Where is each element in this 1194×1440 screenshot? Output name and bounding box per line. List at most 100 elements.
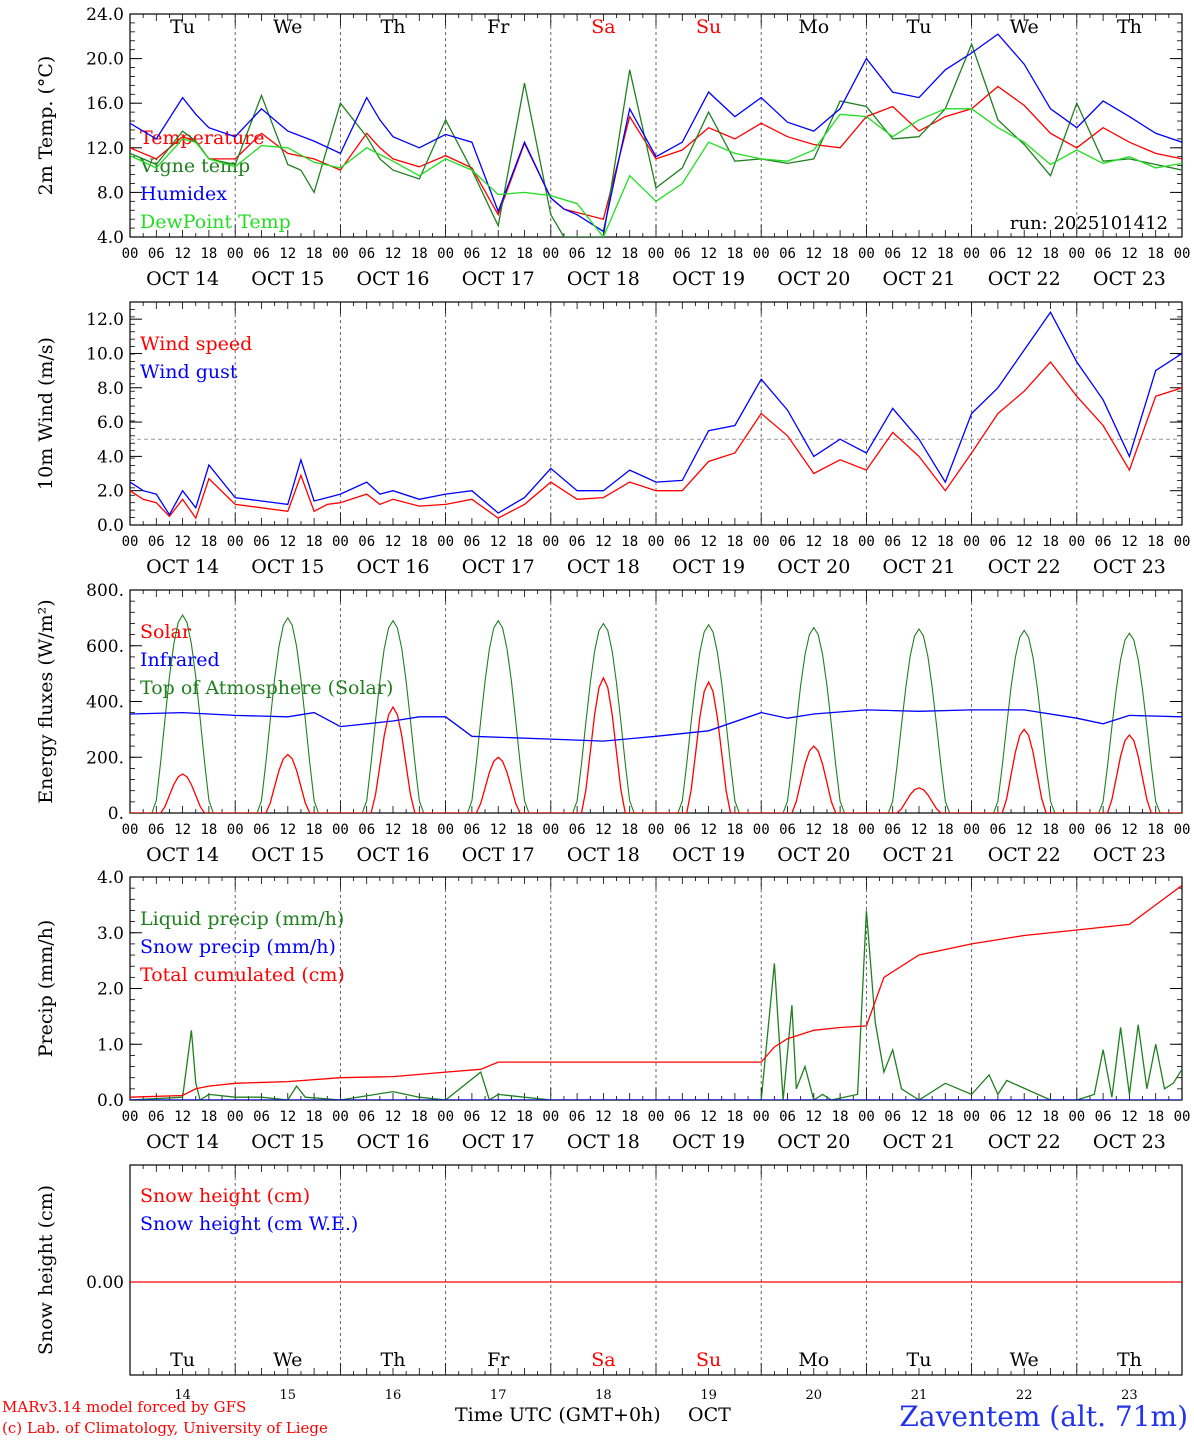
series-line [550,622,656,813]
hour-label: 06 [463,822,480,838]
y-axis-label: Precip (mm/h) [35,920,57,1058]
hour-label: 18 [516,822,533,838]
day-name: Th [1117,1349,1142,1371]
date-label: OCT 15 [251,844,324,866]
hour-label: 00 [437,534,454,550]
series-line [130,614,236,813]
legend-entry: Liquid precip (mm/h) [140,908,344,930]
hour-label: 18 [832,534,849,550]
hour-label: 12 [385,246,402,262]
y-tick-label: 3.0 [97,924,124,944]
hour-label: 00 [437,822,454,838]
hour-label: 12 [911,534,928,550]
date-label: OCT 18 [567,268,640,290]
hour-label: 12 [1016,534,1033,550]
hour-label: 12 [279,822,296,838]
y-axis-label: 10m Wind (m/s) [35,337,57,490]
day-name: Tu [170,1349,195,1371]
day-number: 15 [280,1388,297,1403]
hour-label: 18 [411,1109,428,1125]
hour-label: 18 [516,1109,533,1125]
hour-label: 06 [148,534,165,550]
series-line [130,42,1182,237]
hour-label: 12 [700,534,717,550]
hour-label: 06 [463,246,480,262]
y-tick-label: 600. [86,637,124,657]
series-line [656,680,762,813]
panel-frame [129,301,1183,526]
date-label: OCT 19 [672,268,745,290]
hour-label: 18 [411,246,428,262]
hour-label: 00 [753,246,770,262]
date-label: OCT 22 [988,268,1061,290]
y-tick-label: 200. [86,748,124,768]
series-line [971,629,1077,813]
hour-label: 12 [174,822,191,838]
series-line [130,773,236,813]
day-name: Th [381,16,406,38]
hour-label: 18 [621,1109,638,1125]
legend-entry: Wind speed [140,333,252,355]
hour-label: 18 [1042,246,1059,262]
y-axis-label: Snow height (cm) [35,1185,57,1355]
hour-label: 06 [253,246,270,262]
day-name: Mo [798,16,829,38]
day-name: Fr [487,16,510,38]
hour-label: 18 [516,534,533,550]
hour-label: 06 [884,246,901,262]
hour-label: 18 [937,534,954,550]
date-label: OCT 14 [146,844,219,866]
panel-frame [129,13,1183,238]
series-line [445,756,551,813]
day-number: 16 [385,1388,402,1403]
hour-label: 00 [332,534,349,550]
hour-label: 06 [463,534,480,550]
series-line [130,33,1182,233]
series-line [235,616,341,813]
date-label: OCT 15 [251,1131,324,1153]
hour-label: 12 [174,534,191,550]
hour-label: 18 [1042,822,1059,838]
hour-label: 18 [1147,534,1164,550]
hour-label: 06 [358,822,375,838]
date-label: OCT 18 [567,556,640,578]
y-tick-label: 2.0 [97,482,124,502]
y-tick-label: 1.0 [97,1035,124,1055]
hour-label: 06 [1095,534,1112,550]
y-tick-label: 24.0 [86,5,124,25]
hour-label: 12 [174,246,191,262]
hour-label: 12 [805,822,822,838]
hour-label: 00 [648,822,665,838]
hour-label: 00 [1174,534,1191,550]
legend-entry: Top of Atmosphere (Solar) [140,677,393,699]
y-tick-label: 4.0 [97,447,124,467]
y-tick-label: 800. [86,581,124,601]
hour-label: 12 [700,246,717,262]
day-number: 20 [806,1388,823,1403]
hour-label: 00 [1068,534,1085,550]
panel-precip: 0.0 1.0 2.0 3.0 4.0 Precip (mm/h) Liquid preci… [35,868,1190,1153]
series-line [340,619,446,813]
day-name: Tu [907,1349,932,1371]
hour-label: 00 [858,822,875,838]
hour-label: 12 [1121,246,1138,262]
series-line [340,705,446,813]
panel-wind: 0.0 2.0 4.0 6.0 8.0 10.0 12.0 10m Wind (m/s) Win… [35,301,1191,578]
hour-label: 12 [805,534,822,550]
hour-label: 00 [122,246,139,262]
hour-label: 06 [989,1109,1006,1125]
date-label: OCT 20 [777,268,850,290]
series-line [130,108,1182,237]
hour-label: 06 [779,822,796,838]
y-tick-label: 0. [108,804,124,824]
date-label: OCT 21 [882,844,955,866]
hour-label: 12 [911,822,928,838]
hour-label: 00 [753,822,770,838]
hour-label: 00 [542,246,559,262]
hour-label: 06 [358,246,375,262]
y-tick-label: 8.0 [97,379,124,399]
hour-label: 00 [1068,1109,1085,1125]
date-label: OCT 21 [882,268,955,290]
hour-label: 18 [411,534,428,550]
y-axis-label: Energy fluxes (W/m²) [35,599,57,803]
